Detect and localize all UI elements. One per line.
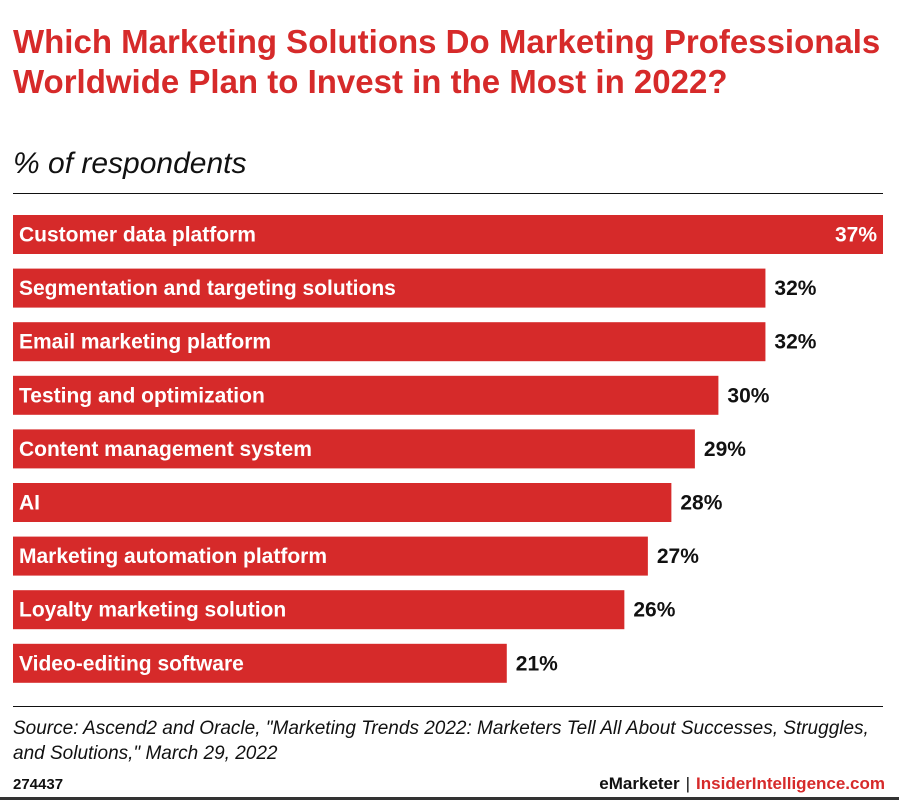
bar <box>13 268 766 308</box>
bar-row: AI 28% <box>13 483 723 522</box>
footer-bottom-bar <box>0 797 899 800</box>
bar <box>13 536 648 576</box>
bar <box>13 643 507 683</box>
bar-row: Loyalty marketing solution 26% <box>13 590 676 630</box>
bar-value-label: 21% <box>516 652 558 675</box>
bar <box>13 429 695 469</box>
bar-category-label: Customer data platform <box>19 224 256 247</box>
bar-row: Email marketing platform 32% <box>13 322 817 362</box>
bar <box>13 322 766 362</box>
bar-row: Customer data platform 37% <box>13 215 883 254</box>
bar-value-label: 28% <box>680 492 722 515</box>
bar-value-label: 30% <box>727 384 769 407</box>
bar-value-label: 26% <box>633 599 675 622</box>
bar <box>13 215 883 254</box>
bar-row: Marketing automation platform 27% <box>13 536 699 576</box>
bar-category-label: AI <box>19 492 40 515</box>
bar-row: Content management system 29% <box>13 429 746 469</box>
chart-id: 274437 <box>13 776 64 793</box>
bar <box>13 590 625 630</box>
bar-category-label: Marketing automation platform <box>19 545 327 568</box>
top-divider <box>13 193 883 194</box>
source-note: Source: Ascend2 and Oracle, "Marketing T… <box>13 718 869 764</box>
bar-row: Testing and optimization 30% <box>13 375 770 415</box>
bar-row: Video-editing software 21% <box>13 643 558 683</box>
bar <box>13 483 672 522</box>
bar-value-label: 29% <box>704 438 746 461</box>
bar-value-label: 27% <box>657 545 699 568</box>
bar-row: Segmentation and targeting solutions 32% <box>13 268 817 308</box>
bar-value-label: 32% <box>774 277 816 300</box>
footer-brand: eMarketer | InsiderIntelligence.com <box>599 774 885 794</box>
bar-category-label: Video-editing software <box>19 652 244 675</box>
bar-category-label: Email marketing platform <box>19 331 271 354</box>
bar-category-label: Segmentation and targeting solutions <box>19 277 396 300</box>
bar-category-label: Testing and optimization <box>19 384 265 407</box>
brand-separator: | <box>685 774 691 793</box>
bar <box>13 375 719 415</box>
bar-value-label: 37% <box>835 224 877 247</box>
bar-value-label: 32% <box>774 331 816 354</box>
chart-subtitle: % of respondents <box>13 147 247 180</box>
chart-title: Which Marketing Solutions Do Marketing P… <box>13 23 881 100</box>
bar-chart: Customer data platform 37% Segmentation an… <box>13 215 883 690</box>
bar-category-label: Loyalty marketing solution <box>19 599 286 622</box>
bar-chart-svg: Customer data platform 37% Segmentation an… <box>13 215 883 683</box>
insider-intelligence-link[interactable]: InsiderIntelligence.com <box>696 774 885 793</box>
bar-category-label: Content management system <box>19 438 312 461</box>
bottom-divider <box>13 706 883 707</box>
emarketer-logo: eMarketer <box>599 774 680 793</box>
